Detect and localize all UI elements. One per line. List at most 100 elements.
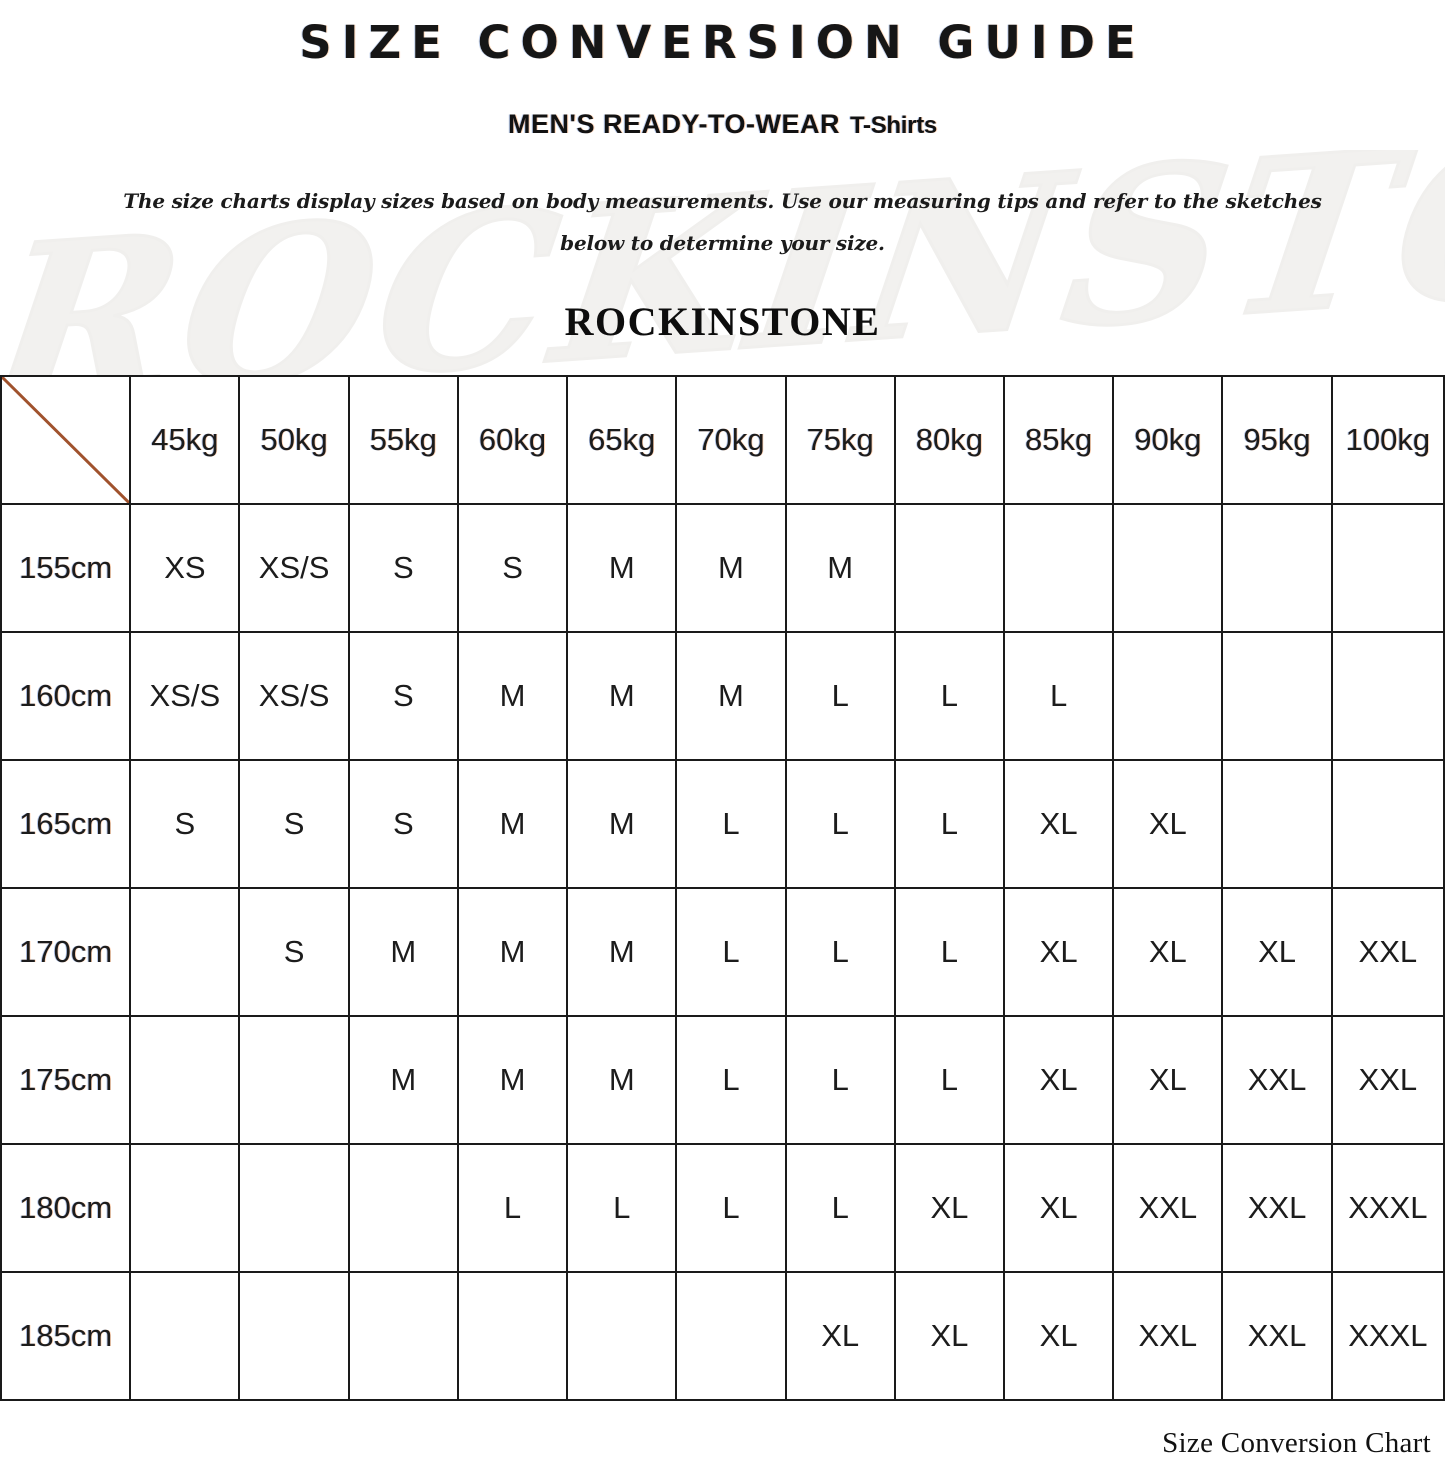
weight-header-100kg: 100kg [1330,374,1445,505]
size-cell-185cm-70kg [675,1270,787,1401]
size-cell-175cm-95kg: XXL [1221,1014,1333,1145]
size-cell-175cm-50kg [238,1014,350,1145]
page-title: SIZE CONVERSION GUIDE [299,16,1146,69]
height-header-185cm: 185cm [0,1270,132,1401]
size-cell-175cm-60kg: M [456,1014,569,1145]
size-cell-170cm-70kg: L [675,886,787,1017]
size-cell-165cm-55kg: S [347,758,459,889]
weight-header-80kg: 80kg [893,374,1006,505]
size-cell-170cm-65kg: M [566,886,678,1017]
size-cell-165cm-100kg [1330,758,1445,889]
size-cell-165cm-90kg: XL [1112,758,1224,889]
size-cell-170cm-50kg: S [238,886,350,1017]
size-cell-155cm-90kg [1112,502,1224,633]
weight-header-75kg: 75kg [784,374,896,505]
size-cell-170cm-55kg: M [347,886,459,1017]
table-head: 45kg 50kg 55kg 60kg 65kg 70kg 75kg 80kg 85kg 90kg… [0,374,1445,505]
description-line-1: The size charts display sizes based on b… [123,188,1322,213]
size-cell-180cm-80kg: XL [893,1142,1006,1273]
table-row: 165cm S S S M M L L L XL XL [0,758,1445,889]
table-header-row: 45kg 50kg 55kg 60kg 65kg 70kg 75kg 80kg 85kg 90kg… [0,374,1445,505]
size-cell-175cm-45kg [129,1014,241,1145]
size-cell-170cm-60kg: M [456,886,569,1017]
description-text: The size charts display sizes based on b… [0,180,1445,264]
footer-caption: Size Conversion Chart [1162,1426,1431,1459]
size-cell-180cm-90kg: XXL [1112,1142,1224,1273]
size-cell-175cm-70kg: L [675,1014,787,1145]
size-cell-160cm-75kg: L [784,630,896,761]
description-line-2: below to determine your size. [560,230,885,255]
weight-header-85kg: 85kg [1003,374,1115,505]
size-cell-160cm-60kg: M [456,630,569,761]
size-cell-185cm-45kg [129,1270,241,1401]
height-header-170cm: 170cm [0,886,132,1017]
size-cell-180cm-70kg: L [675,1142,787,1273]
size-cell-165cm-60kg: M [456,758,569,889]
weight-header-95kg: 95kg [1221,374,1333,505]
height-header-155cm: 155cm [0,502,132,633]
size-cell-185cm-90kg: XXL [1112,1270,1224,1401]
height-header-175cm: 175cm [0,1014,132,1145]
size-cell-160cm-90kg [1112,630,1224,761]
size-cell-155cm-55kg: S [347,502,459,633]
size-cell-155cm-85kg [1003,502,1115,633]
table-row: 155cm XS XS/S S S M M M [0,502,1445,633]
size-cell-165cm-95kg [1221,758,1333,889]
size-cell-185cm-85kg: XL [1003,1270,1115,1401]
size-cell-165cm-85kg: XL [1003,758,1115,889]
height-header-165cm: 165cm [0,758,132,889]
size-cell-180cm-85kg: XL [1003,1142,1115,1273]
size-cell-165cm-75kg: L [784,758,896,889]
size-cell-160cm-80kg: L [893,630,1006,761]
size-cell-155cm-70kg: M [675,502,787,633]
size-cell-185cm-75kg: XL [784,1270,896,1401]
size-cell-160cm-45kg: XS/S [129,630,241,761]
size-cell-175cm-85kg: XL [1003,1014,1115,1145]
size-cell-155cm-45kg: XS [129,502,241,633]
size-cell-170cm-80kg: L [893,886,1006,1017]
table-row: 185cm XL XL XL XXL XXL XXXL [0,1270,1445,1401]
size-table-container: 45kg 50kg 55kg 60kg 65kg 70kg 75kg 80kg 85kg 90kg… [0,374,1445,1401]
weight-header-45kg: 45kg [129,374,241,505]
table-row: 160cm XS/S XS/S S M M M L L L [0,630,1445,761]
table-body: 155cm XS XS/S S S M M M 160cm XS/S XS/S S M M M L L L 165c… [0,502,1445,1401]
size-cell-160cm-50kg: XS/S [238,630,350,761]
weight-header-55kg: 55kg [347,374,459,505]
size-conversion-table: 45kg 50kg 55kg 60kg 65kg 70kg 75kg 80kg 85kg 90kg… [0,374,1445,1401]
size-cell-185cm-55kg [347,1270,459,1401]
size-cell-160cm-55kg: S [347,630,459,761]
corner-cell-with-diagonal [0,374,132,505]
size-cell-160cm-85kg: L [1003,630,1115,761]
size-cell-170cm-100kg: XXL [1330,886,1445,1017]
size-cell-175cm-100kg: XXL [1330,1014,1445,1145]
size-cell-180cm-100kg: XXXL [1330,1142,1445,1273]
size-cell-170cm-90kg: XL [1112,886,1224,1017]
height-header-180cm: 180cm [0,1142,132,1273]
size-cell-165cm-80kg: L [893,758,1006,889]
size-cell-185cm-65kg [566,1270,678,1401]
subtitle: MEN'S READY-TO-WEAR T-Shirts [0,110,1445,139]
table-row: 170cm S M M M L L L XL XL XL XXL [0,886,1445,1017]
size-cell-175cm-65kg: M [566,1014,678,1145]
brand-name: ROCKINSTONE [564,298,881,344]
size-cell-155cm-75kg: M [784,502,896,633]
table-row: 175cm M M M L L L XL XL XXL XXL [0,1014,1445,1145]
diagonal-divider-icon [2,376,130,503]
size-cell-160cm-65kg: M [566,630,678,761]
size-cell-175cm-55kg: M [347,1014,459,1145]
size-cell-165cm-50kg: S [238,758,350,889]
size-cell-155cm-50kg: XS/S [238,502,350,633]
size-cell-175cm-75kg: L [784,1014,896,1145]
size-cell-175cm-90kg: XL [1112,1014,1224,1145]
size-cell-170cm-75kg: L [784,886,896,1017]
size-cell-160cm-100kg [1330,630,1445,761]
size-cell-155cm-80kg [893,502,1006,633]
size-cell-170cm-45kg [129,886,241,1017]
size-cell-180cm-60kg: L [456,1142,569,1273]
table-row: 180cm L L L L XL XL XXL XXL XXXL [0,1142,1445,1273]
size-cell-160cm-70kg: M [675,630,787,761]
subtitle-product: T-Shirts [849,111,937,139]
size-cell-180cm-50kg [238,1142,350,1273]
size-cell-155cm-65kg: M [566,502,678,633]
size-cell-185cm-60kg [456,1270,569,1401]
